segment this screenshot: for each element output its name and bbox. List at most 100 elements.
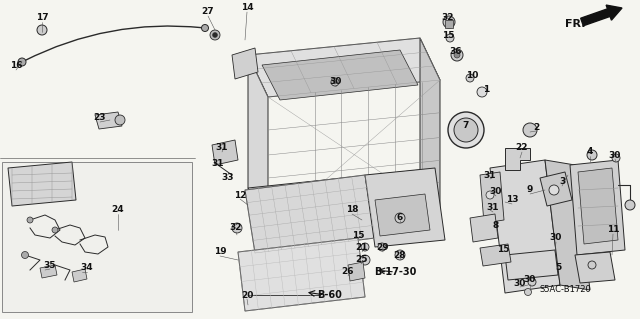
Polygon shape	[212, 140, 238, 165]
Text: 26: 26	[342, 268, 355, 277]
Text: 32: 32	[230, 224, 243, 233]
Polygon shape	[248, 55, 268, 230]
Text: 6: 6	[397, 213, 403, 222]
Text: 7: 7	[463, 121, 469, 130]
Polygon shape	[505, 148, 530, 170]
Text: 1: 1	[483, 85, 489, 94]
Text: 30: 30	[609, 151, 621, 160]
Polygon shape	[480, 172, 504, 223]
Circle shape	[360, 255, 370, 265]
Circle shape	[395, 213, 405, 223]
Circle shape	[27, 217, 33, 223]
Text: 33: 33	[221, 174, 234, 182]
Polygon shape	[95, 112, 122, 129]
Circle shape	[115, 115, 125, 125]
Circle shape	[523, 123, 537, 137]
Circle shape	[52, 227, 58, 233]
Polygon shape	[262, 50, 418, 100]
Circle shape	[202, 25, 209, 32]
Polygon shape	[575, 252, 615, 283]
Circle shape	[454, 52, 460, 58]
Text: 5: 5	[555, 263, 561, 272]
Circle shape	[451, 49, 463, 61]
Text: 18: 18	[346, 205, 358, 214]
Text: 16: 16	[10, 61, 22, 70]
Polygon shape	[348, 262, 365, 281]
Text: 32: 32	[442, 13, 454, 23]
Text: 25: 25	[355, 256, 367, 264]
Text: 22: 22	[516, 144, 528, 152]
Text: 30: 30	[550, 234, 562, 242]
Text: 23: 23	[93, 114, 106, 122]
Polygon shape	[245, 175, 375, 253]
Polygon shape	[365, 168, 445, 247]
Text: 30: 30	[514, 278, 526, 287]
Text: 20: 20	[241, 291, 253, 300]
FancyArrow shape	[580, 5, 622, 26]
Text: S5AC-B1720: S5AC-B1720	[539, 286, 591, 294]
Circle shape	[232, 223, 242, 233]
Circle shape	[361, 243, 369, 251]
Circle shape	[588, 261, 596, 269]
Circle shape	[477, 87, 487, 97]
Text: FR.: FR.	[565, 19, 586, 29]
Circle shape	[18, 58, 26, 66]
Polygon shape	[578, 168, 618, 244]
Text: 36: 36	[450, 48, 462, 56]
Circle shape	[395, 250, 405, 260]
Text: 4: 4	[587, 147, 593, 157]
Text: 11: 11	[607, 226, 620, 234]
Text: 15: 15	[442, 31, 454, 40]
Text: 10: 10	[466, 70, 478, 79]
Polygon shape	[40, 265, 57, 278]
Text: 14: 14	[241, 4, 253, 12]
Polygon shape	[238, 238, 365, 311]
Text: 24: 24	[112, 205, 124, 214]
Circle shape	[378, 243, 386, 251]
Circle shape	[486, 191, 494, 199]
Circle shape	[446, 34, 454, 42]
Polygon shape	[420, 38, 440, 212]
Circle shape	[333, 80, 337, 84]
Text: 21: 21	[356, 243, 368, 253]
Polygon shape	[72, 269, 87, 282]
Circle shape	[212, 33, 218, 38]
Text: 31: 31	[484, 170, 496, 180]
Text: 15: 15	[497, 246, 509, 255]
Text: 31: 31	[216, 144, 228, 152]
Text: 31: 31	[487, 204, 499, 212]
Circle shape	[466, 74, 474, 82]
Text: 15: 15	[352, 231, 364, 240]
Polygon shape	[445, 20, 453, 28]
Circle shape	[454, 118, 478, 142]
Circle shape	[443, 16, 455, 28]
Bar	[2, 162, 192, 312]
Circle shape	[612, 154, 620, 162]
Circle shape	[22, 251, 29, 258]
Text: 12: 12	[234, 190, 246, 199]
Text: 17: 17	[36, 13, 48, 23]
Polygon shape	[375, 194, 430, 236]
Circle shape	[210, 30, 220, 40]
Polygon shape	[505, 250, 558, 280]
Text: 30: 30	[490, 188, 502, 197]
Text: 34: 34	[81, 263, 93, 272]
Circle shape	[37, 25, 47, 35]
Text: 35: 35	[44, 261, 56, 270]
Text: 31: 31	[212, 159, 224, 167]
Circle shape	[625, 200, 635, 210]
Text: 28: 28	[394, 250, 406, 259]
Polygon shape	[540, 172, 572, 206]
Circle shape	[448, 112, 484, 148]
Text: 30: 30	[330, 78, 342, 86]
Polygon shape	[480, 244, 511, 266]
Polygon shape	[248, 38, 440, 97]
Circle shape	[549, 185, 559, 195]
Circle shape	[525, 288, 531, 295]
Polygon shape	[490, 160, 560, 293]
Text: 2: 2	[533, 122, 539, 131]
Text: B-17-30: B-17-30	[374, 267, 416, 277]
Circle shape	[331, 78, 339, 86]
Polygon shape	[545, 160, 590, 290]
Text: 3: 3	[559, 177, 565, 187]
